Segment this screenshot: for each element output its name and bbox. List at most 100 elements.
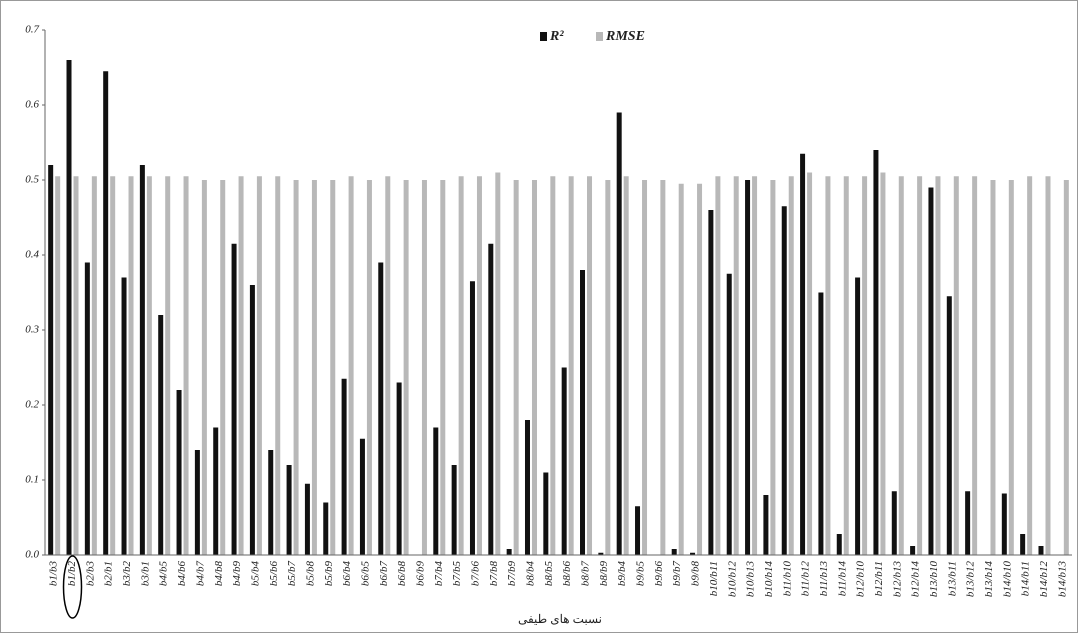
y-tick-label: 0.6 xyxy=(25,99,39,111)
bar xyxy=(304,483,310,555)
bar xyxy=(543,472,549,555)
x-tick-label: b8/b7 xyxy=(580,561,592,587)
bar xyxy=(524,420,530,555)
bar xyxy=(880,172,886,555)
x-tick-label: b6/b7 xyxy=(378,561,390,587)
x-tick-label: b2/b1 xyxy=(103,561,115,586)
x-tick-label: b1/b3 xyxy=(48,561,60,587)
x-tick-label: b10/b11 xyxy=(708,561,720,596)
bar xyxy=(385,176,391,555)
bar xyxy=(469,281,475,555)
bar xyxy=(910,546,916,555)
legend-swatch xyxy=(540,32,547,41)
legend-label: RMSE xyxy=(605,29,645,44)
x-tick-label: b4/b7 xyxy=(194,561,206,587)
bar xyxy=(891,491,897,555)
x-tick-label: b7/b8 xyxy=(488,561,500,587)
bar xyxy=(763,495,769,555)
x-tick-label: b3/b2 xyxy=(121,561,133,587)
bar xyxy=(213,427,219,555)
x-tick-label: b7/b9 xyxy=(506,561,518,587)
x-tick-label: b8/b9 xyxy=(598,561,610,587)
bar xyxy=(781,206,787,555)
bar xyxy=(293,180,299,555)
bar xyxy=(421,180,427,555)
bar xyxy=(671,549,677,555)
bar xyxy=(73,176,79,555)
x-tick-label: b9/b5 xyxy=(635,561,647,587)
x-tick-label: b11/b10 xyxy=(781,561,793,597)
bar xyxy=(323,502,329,555)
bar xyxy=(873,150,879,555)
x-tick-label: b11/b13 xyxy=(818,561,830,597)
bar xyxy=(660,180,666,555)
x-tick-label: b12/b14 xyxy=(910,561,922,598)
bar xyxy=(458,176,464,555)
x-tick-label: b14/b11 xyxy=(1020,561,1032,596)
y-tick-label: 0.0 xyxy=(25,549,39,561)
y-tick-label: 0.5 xyxy=(25,174,39,186)
x-tick-label: b5/b4 xyxy=(249,561,261,587)
bar xyxy=(513,180,519,555)
x-tick-label: b4/b5 xyxy=(158,561,170,587)
bar xyxy=(550,176,556,555)
x-tick-label: b13/b10 xyxy=(928,561,940,598)
x-tick-label: b6/b9 xyxy=(414,561,426,587)
x-tick-label: b9/b8 xyxy=(690,561,702,587)
bar xyxy=(286,465,292,555)
bar xyxy=(843,176,849,555)
x-axis-label: نسبت های طیفی xyxy=(518,612,602,626)
x-tick-label: b8/b6 xyxy=(561,561,573,587)
bar xyxy=(146,176,152,555)
bar xyxy=(568,176,574,555)
bar xyxy=(1038,546,1044,555)
bar xyxy=(678,183,684,555)
x-tick-label: b7/b5 xyxy=(451,561,463,587)
x-tick-label: b8/b5 xyxy=(543,561,555,587)
bar xyxy=(1045,176,1051,555)
x-tick-label: b3/b1 xyxy=(139,561,151,586)
legend-label: R² xyxy=(549,29,564,44)
bar xyxy=(946,296,952,555)
bar xyxy=(800,153,806,555)
bar xyxy=(433,427,439,555)
bar xyxy=(752,176,758,555)
x-tick-label: b9/b4 xyxy=(616,561,628,587)
x-tick-label: b11/b12 xyxy=(800,561,812,597)
x-tick-label: b1/b2 xyxy=(66,561,78,587)
x-tick-label: b11/b14 xyxy=(836,561,848,597)
bar xyxy=(953,176,959,555)
bar xyxy=(715,176,721,555)
bar xyxy=(231,243,237,555)
bar xyxy=(1020,534,1026,555)
bar xyxy=(359,438,365,555)
bar xyxy=(268,450,274,555)
bar xyxy=(238,176,244,555)
x-tick-label: b10/b14 xyxy=(763,561,775,598)
x-tick-label: b13/b12 xyxy=(965,561,977,598)
bar xyxy=(341,378,347,555)
bar xyxy=(708,210,714,555)
bar xyxy=(506,549,512,555)
x-tick-label: b5/b8 xyxy=(304,561,316,587)
bar xyxy=(158,315,164,555)
bar xyxy=(311,180,317,555)
bar xyxy=(451,465,457,555)
x-tick-label: b7/b6 xyxy=(470,561,482,587)
x-tick-label: b5/b6 xyxy=(268,561,280,587)
bar xyxy=(275,176,281,555)
bar xyxy=(690,552,696,555)
bar xyxy=(605,180,611,555)
bar xyxy=(1008,180,1014,555)
bar xyxy=(91,176,97,555)
bar xyxy=(623,176,629,555)
bar xyxy=(194,450,200,555)
bar xyxy=(440,180,446,555)
x-tick-label: b12/b11 xyxy=(873,561,885,596)
bar xyxy=(898,176,904,555)
x-tick-label: b8/b4 xyxy=(525,561,537,587)
bar xyxy=(48,165,54,555)
bar xyxy=(348,176,354,555)
bar xyxy=(965,491,971,555)
